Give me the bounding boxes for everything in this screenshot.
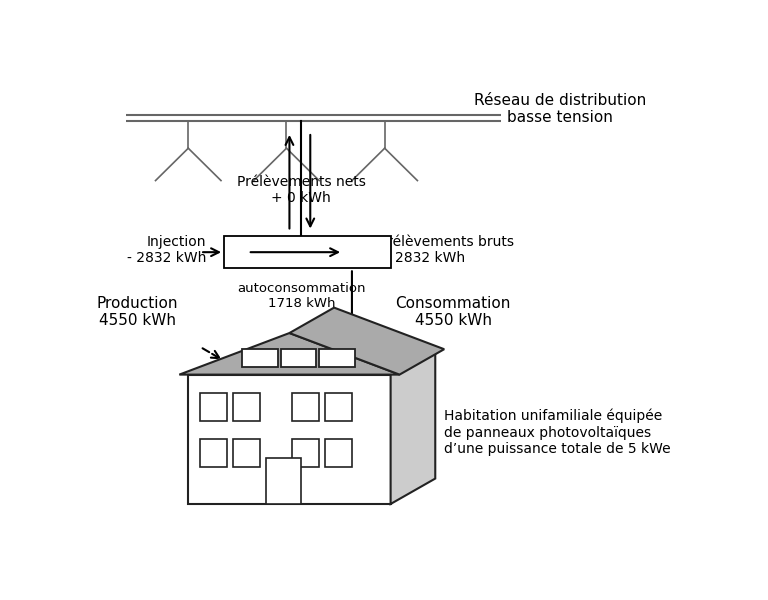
Polygon shape <box>224 236 391 268</box>
Polygon shape <box>391 349 435 504</box>
Text: Prélèvements bruts
+ 2832 kWh: Prélèvements bruts + 2832 kWh <box>379 235 514 265</box>
Polygon shape <box>319 349 355 367</box>
Polygon shape <box>290 308 444 374</box>
Text: Consommation
4550 kWh: Consommation 4550 kWh <box>396 296 511 328</box>
Text: Habitation unifamiliale équipée
de panneaux photovoltaïques
d’une puissance tota: Habitation unifamiliale équipée de panne… <box>444 409 670 456</box>
Polygon shape <box>233 393 260 421</box>
Polygon shape <box>200 393 227 421</box>
Text: autoconsommation
1718 kWh: autoconsommation 1718 kWh <box>237 282 366 310</box>
Polygon shape <box>200 439 227 467</box>
Polygon shape <box>188 374 391 504</box>
Polygon shape <box>266 458 301 504</box>
Polygon shape <box>293 439 319 467</box>
Text: Injection
- 2832 kWh: Injection - 2832 kWh <box>127 235 206 265</box>
Polygon shape <box>293 393 319 421</box>
Polygon shape <box>242 349 277 367</box>
Polygon shape <box>325 393 352 421</box>
Polygon shape <box>325 439 352 467</box>
Text: Production
4550 kWh: Production 4550 kWh <box>97 296 178 328</box>
Text: Réseau de distribution
basse tension: Réseau de distribution basse tension <box>474 93 647 125</box>
Text: Prélèvements nets
+ 0 kWh: Prélèvements nets + 0 kWh <box>237 175 366 205</box>
Polygon shape <box>180 333 399 374</box>
Polygon shape <box>233 439 260 467</box>
Polygon shape <box>280 349 316 367</box>
